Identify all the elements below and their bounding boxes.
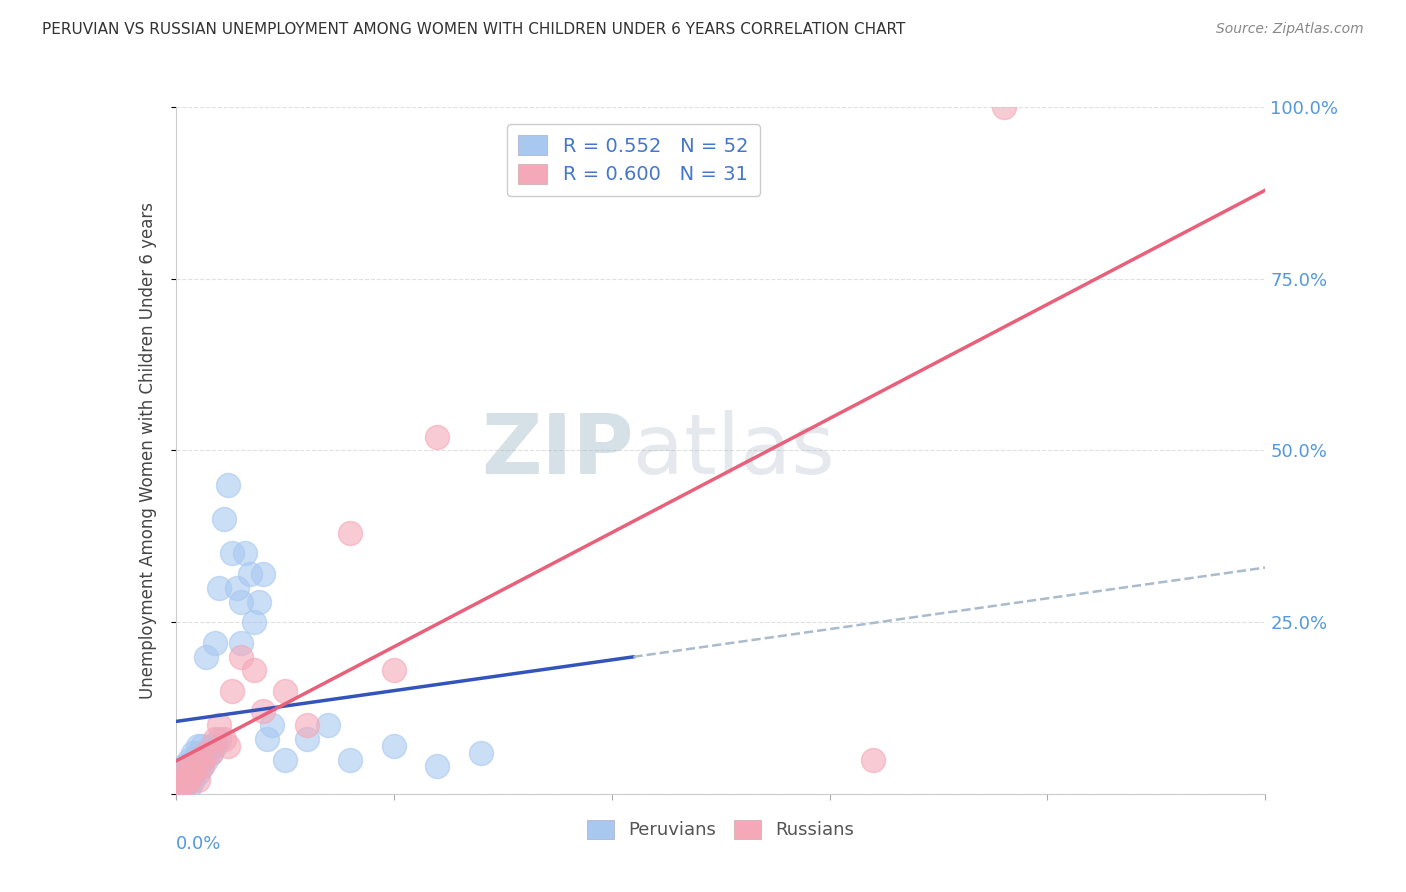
Point <box>208 731 231 746</box>
Point <box>169 766 191 780</box>
Point <box>200 739 222 753</box>
Point <box>195 649 218 664</box>
Point <box>191 759 214 773</box>
Text: atlas: atlas <box>633 410 835 491</box>
Point <box>177 753 200 767</box>
Point <box>382 739 405 753</box>
Point <box>177 780 200 794</box>
Point <box>204 731 226 746</box>
Point <box>256 731 278 746</box>
Point <box>173 766 195 780</box>
Point <box>177 773 200 788</box>
Point <box>186 773 209 788</box>
Point <box>221 683 243 698</box>
Point <box>274 683 297 698</box>
Point <box>231 594 253 608</box>
Point <box>177 759 200 773</box>
Point <box>252 567 274 582</box>
Point <box>204 739 226 753</box>
Point <box>181 773 204 788</box>
Point <box>181 766 204 780</box>
Point <box>195 753 218 767</box>
Point <box>169 773 191 788</box>
Point <box>169 773 191 788</box>
Point <box>247 594 270 608</box>
Point <box>217 739 239 753</box>
Point <box>260 718 283 732</box>
Point <box>191 753 214 767</box>
Point <box>177 759 200 773</box>
Point <box>186 739 209 753</box>
Point <box>212 512 235 526</box>
Point <box>186 759 209 773</box>
Point <box>191 739 214 753</box>
Point <box>231 649 253 664</box>
Point <box>173 773 195 788</box>
Point <box>173 780 195 794</box>
Point <box>217 478 239 492</box>
Legend: Peruvians, Russians: Peruvians, Russians <box>579 813 862 847</box>
Point <box>470 746 492 760</box>
Point <box>169 780 191 794</box>
Point <box>295 718 318 732</box>
Point <box>191 759 214 773</box>
Point <box>173 773 195 788</box>
Point <box>243 615 266 630</box>
Text: Source: ZipAtlas.com: Source: ZipAtlas.com <box>1216 22 1364 37</box>
Point <box>181 753 204 767</box>
Point <box>239 567 262 582</box>
Point <box>181 759 204 773</box>
Point <box>208 581 231 595</box>
Point <box>186 746 209 760</box>
Y-axis label: Unemployment Among Women with Children Under 6 years: Unemployment Among Women with Children U… <box>139 202 157 699</box>
Point <box>993 100 1015 114</box>
Point <box>243 663 266 677</box>
Text: PERUVIAN VS RUSSIAN UNEMPLOYMENT AMONG WOMEN WITH CHILDREN UNDER 6 YEARS CORRELA: PERUVIAN VS RUSSIAN UNEMPLOYMENT AMONG W… <box>42 22 905 37</box>
Point <box>862 753 884 767</box>
Point <box>274 753 297 767</box>
Point <box>200 746 222 760</box>
Point <box>173 766 195 780</box>
Point <box>200 746 222 760</box>
Point <box>339 753 361 767</box>
Point <box>186 753 209 767</box>
Point <box>212 731 235 746</box>
Point <box>204 636 226 650</box>
Point <box>221 546 243 561</box>
Point <box>169 780 191 794</box>
Point <box>195 746 218 760</box>
Point <box>382 663 405 677</box>
Point <box>191 753 214 767</box>
Point <box>426 759 449 773</box>
Point <box>181 746 204 760</box>
Point <box>339 525 361 540</box>
Point <box>318 718 340 732</box>
Point <box>177 766 200 780</box>
Point <box>177 766 200 780</box>
Point <box>252 705 274 719</box>
Text: ZIP: ZIP <box>481 410 633 491</box>
Text: 0.0%: 0.0% <box>176 835 221 853</box>
Point <box>231 636 253 650</box>
Point <box>181 766 204 780</box>
Point <box>208 718 231 732</box>
Point <box>195 746 218 760</box>
Point <box>295 731 318 746</box>
Point <box>173 780 195 794</box>
Point <box>186 766 209 780</box>
Point <box>235 546 257 561</box>
Point <box>426 430 449 444</box>
Point <box>177 773 200 788</box>
Point <box>173 759 195 773</box>
Point <box>225 581 247 595</box>
